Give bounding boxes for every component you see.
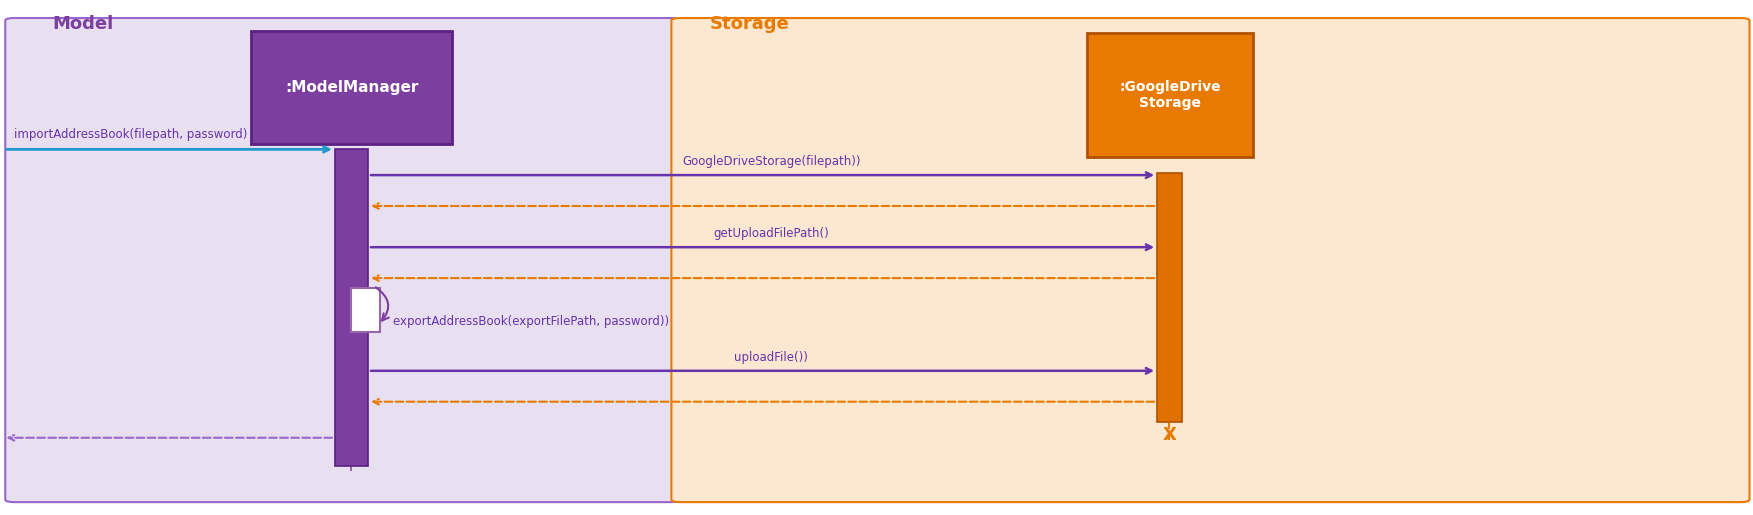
Text: Storage: Storage — [710, 15, 789, 33]
Text: exportAddressBook(exportFilePath, password)): exportAddressBook(exportFilePath, passwo… — [393, 315, 670, 328]
Bar — [1157, 173, 1182, 422]
FancyBboxPatch shape — [671, 18, 1749, 502]
Bar — [251, 31, 452, 144]
Text: importAddressBook(filepath, password): importAddressBook(filepath, password) — [14, 128, 247, 141]
FancyArrowPatch shape — [375, 287, 389, 320]
Text: X: X — [1162, 426, 1176, 444]
FancyBboxPatch shape — [5, 18, 680, 502]
Text: GoogleDriveStorage(filepath)): GoogleDriveStorage(filepath)) — [682, 155, 861, 168]
Text: :GoogleDrive
Storage: :GoogleDrive Storage — [1120, 80, 1220, 110]
Bar — [335, 149, 368, 466]
Bar — [351, 288, 380, 332]
Bar — [1087, 33, 1253, 157]
Text: uploadFile()): uploadFile()) — [735, 351, 808, 364]
Text: Model: Model — [53, 15, 114, 33]
Text: :ModelManager: :ModelManager — [284, 80, 419, 95]
Text: getUploadFilePath(): getUploadFilePath() — [713, 227, 829, 240]
